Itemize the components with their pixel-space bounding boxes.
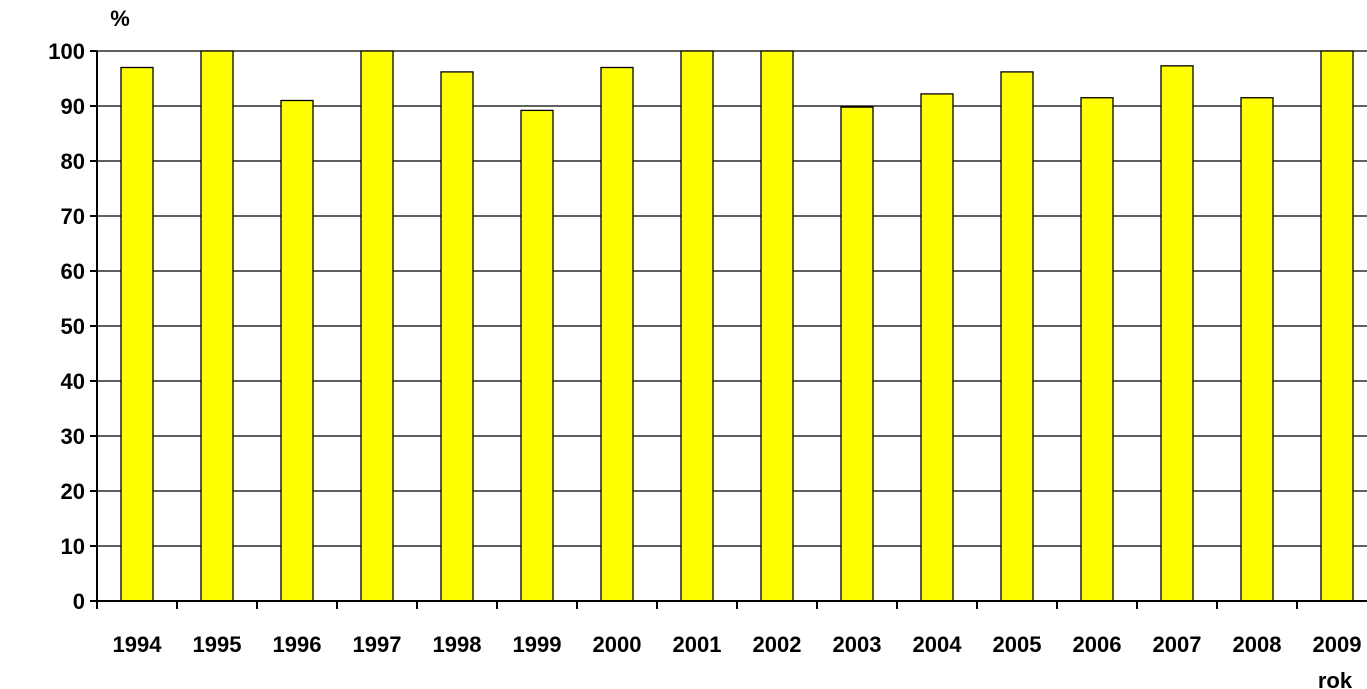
x-tick-label: 1997 (353, 632, 402, 657)
x-tick-label: 1994 (113, 632, 163, 657)
bar-2001 (680, 50, 714, 602)
x-tick-label: 2007 (1153, 632, 1202, 657)
tick-labels: 0 10 20 30 40 50 60 70 80 90 100 1994 1995 1996 1997 19… (48, 39, 1361, 657)
bar-2003 (840, 106, 874, 602)
bar-2009 (1320, 50, 1354, 602)
y-tick-label: 70 (61, 204, 85, 229)
y-tick-label: 50 (61, 314, 85, 339)
y-tick-label: 90 (61, 94, 85, 119)
x-tick-label: 1996 (273, 632, 322, 657)
y-tick-label: 80 (61, 149, 85, 174)
x-tick-label: 2000 (593, 632, 642, 657)
y-tick-label: 20 (61, 479, 85, 504)
y-tick-label: 30 (61, 424, 85, 449)
x-tick-label: 2001 (673, 632, 722, 657)
y-tick-label: 10 (61, 534, 85, 559)
bar-1999 (520, 109, 554, 602)
bar-1996 (280, 99, 314, 602)
x-tick-label: 2003 (833, 632, 882, 657)
y-tick-label: 40 (61, 369, 85, 394)
bar-1998 (440, 71, 474, 602)
y-axis-title: % (110, 6, 130, 31)
x-tick-label: 2006 (1073, 632, 1122, 657)
bar-2008 (1240, 97, 1274, 602)
bar-2007 (1160, 65, 1194, 602)
x-axis-title: rok (1318, 668, 1353, 689)
gridlines (97, 50, 1367, 547)
bar-1994 (120, 66, 154, 602)
bar-2004 (920, 93, 954, 602)
y-tick-label: 100 (48, 39, 85, 64)
bar-2006 (1080, 97, 1114, 602)
x-tick-label: 2009 (1313, 632, 1362, 657)
bar-2000 (600, 66, 634, 602)
x-tick-label: 2005 (993, 632, 1042, 657)
x-tick-label: 1999 (513, 632, 562, 657)
y-tick-label: 0 (73, 589, 85, 614)
x-tick-label: 2002 (753, 632, 802, 657)
bar-2002 (760, 50, 794, 602)
y-tick-label: 60 (61, 259, 85, 284)
bar-1995 (200, 50, 234, 602)
x-tick-label: 2008 (1233, 632, 1282, 657)
axes (90, 50, 1367, 609)
bar-1997 (360, 50, 394, 602)
x-tick-label: 2004 (913, 632, 963, 657)
x-tick-label: 1995 (193, 632, 242, 657)
x-tick-label: 1998 (433, 632, 482, 657)
bar-2005 (1000, 71, 1034, 602)
